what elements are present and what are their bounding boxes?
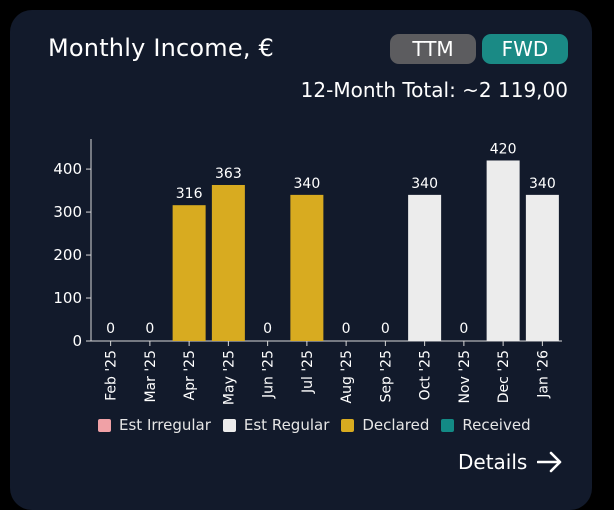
card-title: Monthly Income, €	[48, 34, 274, 62]
details-link[interactable]: Details	[458, 450, 563, 474]
bar-value-label: 0	[145, 321, 154, 337]
legend-item-est-irregular[interactable]: Est Irregular	[98, 416, 211, 434]
bar-value-label: 0	[459, 321, 468, 337]
arrow-right-icon	[537, 451, 562, 473]
bar	[408, 194, 442, 341]
x-tick-label: Oct '25	[418, 350, 434, 400]
bar-value-label: 316	[176, 186, 203, 202]
x-tick-label: Sep '25	[378, 350, 394, 403]
legend-swatch-received	[441, 418, 455, 432]
twelve-month-total: 12-Month Total: ~2 119,00	[300, 78, 568, 102]
legend-item-est-regular[interactable]: Est Regular	[222, 416, 330, 434]
y-tick-label: 300	[53, 203, 82, 221]
x-tick-label: Jul '25	[300, 350, 316, 394]
x-tick-label: Mar '25	[143, 350, 159, 403]
legend-label-received: Received	[462, 416, 531, 434]
bar	[486, 160, 520, 341]
bar	[172, 205, 206, 341]
bar-value-label: 363	[215, 166, 242, 182]
legend-label-est-irregular: Est Irregular	[119, 416, 211, 434]
legend-swatch-declared	[341, 418, 355, 432]
y-tick-label: 200	[53, 246, 82, 264]
legend-swatch-est-regular	[222, 418, 236, 432]
x-tick-label: Apr '25	[182, 350, 198, 400]
bar-value-label: 0	[342, 321, 351, 337]
bar-value-label: 340	[411, 176, 438, 192]
x-tick-label: Nov '25	[457, 350, 473, 403]
bar-value-label: 340	[529, 176, 556, 192]
x-tick-label: Aug '25	[339, 350, 355, 403]
x-tick-label: Dec '25	[496, 350, 512, 403]
x-tick-label: Jan '26	[535, 350, 551, 399]
x-tick-label: May '25	[221, 350, 237, 405]
bar-value-label: 0	[381, 321, 390, 337]
bar-value-label: 420	[490, 141, 517, 157]
bar	[290, 194, 324, 341]
bar	[525, 194, 559, 341]
legend-swatch-est-irregular	[98, 418, 111, 432]
fwd-toggle-button[interactable]: FWD	[482, 34, 568, 64]
y-tick-label: 0	[72, 332, 82, 350]
y-tick-label: 400	[53, 160, 82, 178]
legend-label-declared: Declared	[362, 416, 430, 434]
legend-item-received[interactable]: Received	[441, 416, 531, 434]
bar-value-label: 0	[263, 321, 272, 337]
legend-item-declared[interactable]: Declared	[341, 416, 429, 434]
bar-value-label: 340	[294, 176, 321, 192]
x-tick-label: Jun '25	[261, 350, 277, 399]
details-label: Details	[458, 450, 528, 474]
chart-legend: Est Irregular Est Regular Declared Recei…	[98, 416, 543, 434]
y-tick-label: 100	[53, 289, 82, 307]
bar-value-label: 0	[106, 321, 115, 337]
ttm-toggle-button[interactable]: TTM	[390, 34, 476, 64]
bar	[211, 184, 245, 341]
legend-label-est-regular: Est Regular	[243, 416, 330, 434]
x-tick-label: Feb '25	[104, 350, 120, 401]
